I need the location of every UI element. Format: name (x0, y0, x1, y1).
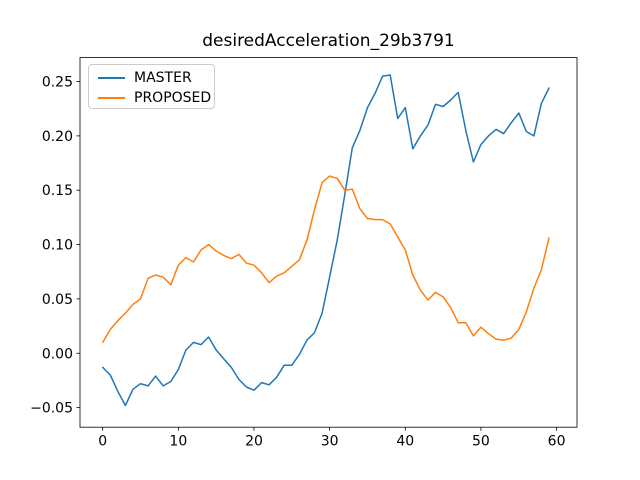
y-tick-label-0.25: 0.25 (42, 75, 73, 91)
proposed-line (101, 175, 550, 344)
x-tick-label-20: 20 (245, 434, 263, 450)
x-tick-label-10: 10 (169, 434, 187, 450)
x-tick-label-30: 30 (321, 434, 339, 450)
y-tick-label-0.10: 0.10 (42, 238, 73, 254)
legend: MASTER PROPOSED (88, 64, 215, 109)
y-tick-label-0.15: 0.15 (42, 183, 73, 199)
legend-item-proposed: PROPOSED (98, 88, 214, 108)
master-line-swatch (98, 77, 125, 79)
x-tick-label-40: 40 (396, 434, 414, 450)
x-tick-label-0: 0 (98, 434, 107, 450)
y-tick-label--0.05: −0.05 (30, 401, 73, 417)
chart-title: desiredAcceleration_29b3791 (202, 31, 455, 51)
y-tick-label-0.00: 0.00 (42, 346, 73, 362)
x-tick-label-50: 50 (472, 434, 490, 450)
legend-item-master: MASTER (98, 68, 214, 88)
axes-frame (79, 57, 578, 428)
master-line (101, 74, 550, 407)
y-tick-label-0.20: 0.20 (42, 129, 73, 145)
y-tick-label-0.05: 0.05 (42, 292, 73, 308)
proposed-line-swatch (98, 97, 125, 99)
legend-label-master: MASTER (134, 70, 192, 86)
legend-label-proposed: PROPOSED (134, 90, 212, 106)
x-tick-label-60: 60 (548, 434, 566, 450)
